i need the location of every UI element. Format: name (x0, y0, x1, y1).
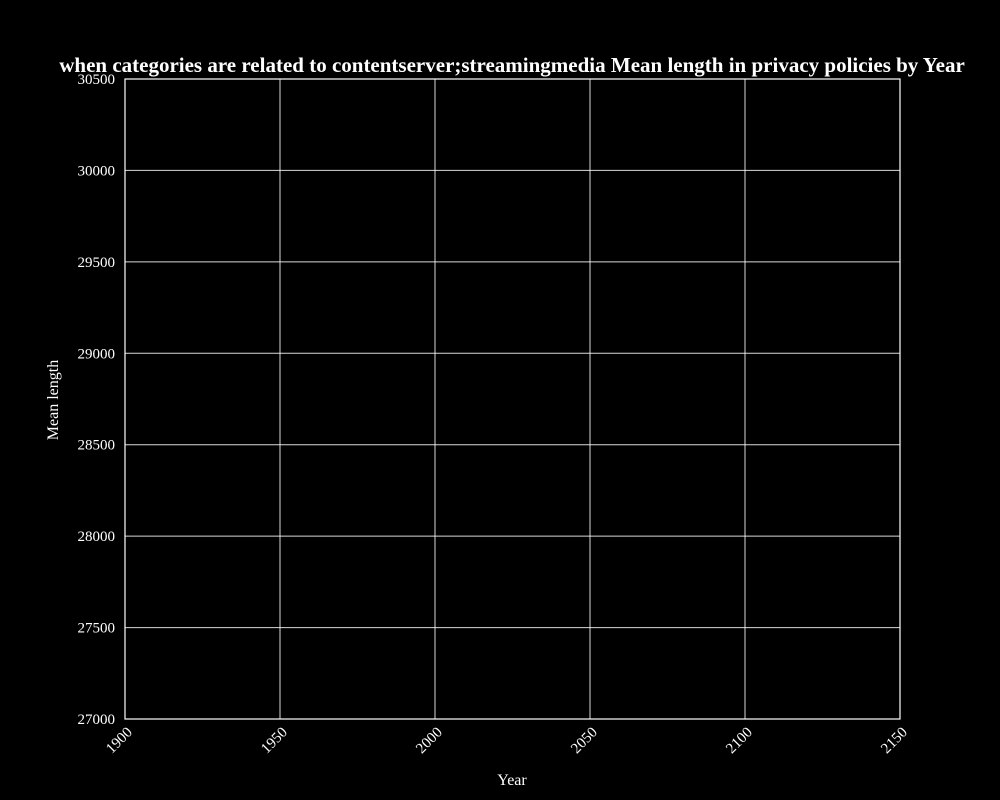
grid-lines (124, 78, 901, 720)
x-tick-label: 1900 (103, 725, 136, 758)
x-tick-label: 2050 (568, 725, 601, 758)
y-axis-label: Mean length (45, 360, 62, 440)
y-tick-label: 30500 (78, 72, 116, 88)
x-tick-label: 2150 (878, 725, 911, 758)
x-tick-label: 2100 (723, 725, 756, 758)
y-tick-label: 28000 (78, 529, 116, 545)
y-tick-label: 30000 (78, 163, 116, 179)
y-tick-label: 29500 (78, 255, 116, 271)
y-tick-label: 27500 (78, 621, 116, 637)
y-tick-label: 27000 (78, 712, 116, 728)
chart-title: when categories are related to contentse… (59, 53, 965, 77)
x-tick-label: 1950 (258, 725, 291, 758)
y-tick-labels: 27000 27500 28000 28500 29000 29500 30000 30500 (78, 72, 116, 728)
y-tick-label: 28500 (78, 438, 116, 454)
y-tick-label: 29000 (78, 346, 116, 362)
x-axis-label: Year (497, 772, 527, 789)
x-tick-label: 2000 (413, 725, 446, 758)
x-tick-labels: 1900 1950 2000 2050 2100 2150 (103, 725, 911, 758)
plot-frame (124, 78, 901, 720)
